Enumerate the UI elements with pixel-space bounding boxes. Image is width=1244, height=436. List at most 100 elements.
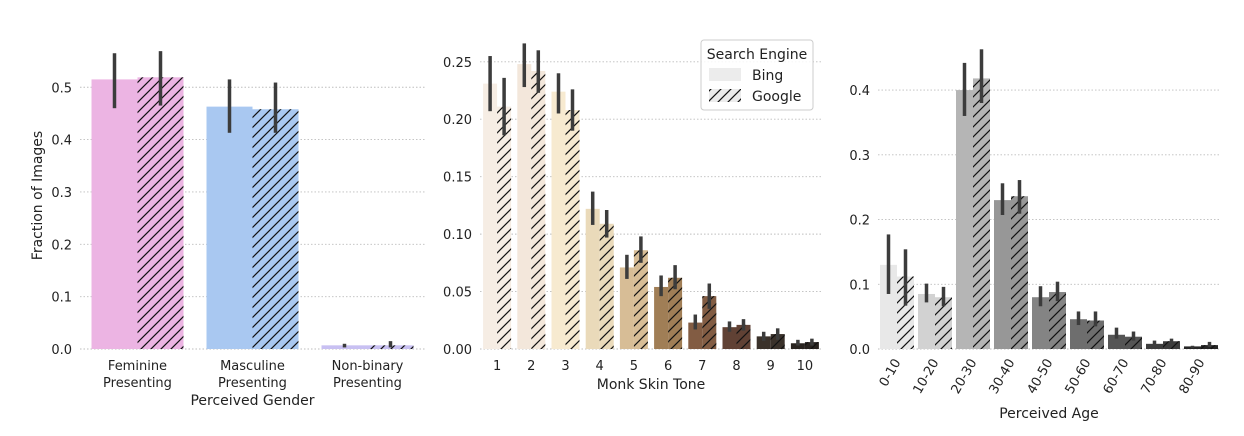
legend-label-google: Google [752, 89, 801, 105]
x-tick-label: Feminine Presenting [103, 359, 172, 391]
bar-hatch [599, 223, 614, 349]
x-tick-line: Non-binary [332, 359, 404, 374]
x-tick-label: 10-20 [911, 357, 943, 397]
bar-bing [790, 343, 805, 349]
x-tick-label: 6 [664, 359, 672, 374]
bar-bing [91, 79, 138, 350]
bar-bing [483, 83, 498, 349]
y-tick-label: 0.0 [51, 343, 72, 358]
x-tick-label: Non-binary Presenting [332, 359, 404, 391]
x-tick-line: 6 [664, 359, 672, 374]
legend-swatch-bing [709, 68, 741, 81]
x-tick-label: 40-50 [1025, 357, 1057, 397]
bar-hatch [565, 110, 580, 349]
x-tick-line: 4 [596, 359, 604, 374]
x-tick-label: 4 [596, 359, 604, 374]
x-tick-label: 10 [797, 359, 814, 374]
y-tick-label: 0.05 [443, 286, 472, 301]
bar-bing [206, 106, 253, 349]
bar-bing [918, 293, 935, 349]
bar-hatch [770, 334, 785, 349]
x-tick-line: 8 [732, 359, 740, 374]
x-tick-label: 60-70 [1101, 357, 1133, 397]
y-tick-label: 0.5 [51, 81, 72, 96]
legend: Search Engine Bing Google [700, 39, 814, 111]
age-chart: 0.0 0.1 0.2 0.3 0.4 0-10 10-20 20-30 30-40 40-50 5… [849, 49, 1220, 422]
y-tick-label: 0.2 [849, 214, 870, 229]
x-tick-label: 8 [732, 359, 740, 374]
skin-tone-chart: 0.00 0.05 0.10 0.15 0.20 0.25 1 2 3 4 5 6 7 8 9 10 Monk … [443, 39, 822, 393]
x-tick-line: 1 [493, 359, 501, 374]
x-tick-label: 5 [630, 359, 638, 374]
bar-hatch [1125, 336, 1142, 349]
x-tick-label: 0-10 [877, 357, 905, 390]
x-tick-line: 2 [527, 359, 535, 374]
y-tick-label: 0.0 [849, 343, 870, 358]
x-tick-label: 9 [767, 359, 775, 374]
bar-bing [994, 200, 1011, 349]
bar-hatch [973, 78, 990, 350]
legend-swatch-hatch [709, 89, 741, 102]
x-tick-label: 1 [493, 359, 501, 374]
bar-bing [688, 322, 703, 349]
bar-hatch [668, 277, 683, 349]
bar-hatch [736, 324, 751, 349]
bar-bing [517, 64, 532, 349]
x-tick-label: 50-60 [1063, 357, 1095, 397]
bar-bing [585, 208, 600, 349]
bar-hatch [497, 106, 512, 349]
y-tick-label: 0.20 [443, 113, 472, 128]
x-axis-label: Perceived Gender [190, 393, 314, 409]
y-tick-label: 0.4 [51, 134, 72, 149]
bar-bing [880, 264, 897, 349]
x-tick-label: 70-80 [1139, 357, 1171, 397]
y-tick-label: 0.3 [849, 149, 870, 164]
x-tick-line: Presenting [218, 376, 287, 391]
x-tick-label: 3 [561, 359, 569, 374]
bar-bing [551, 91, 566, 349]
bar-hatch [252, 109, 299, 350]
x-tick-line: 9 [767, 359, 775, 374]
bar-hatch [702, 296, 717, 349]
x-axis-label: Monk Skin Tone [597, 377, 706, 393]
y-axis-label: Fraction of Images [30, 131, 46, 260]
bar-bing [1032, 297, 1049, 349]
x-tick-label: Masculine Presenting [218, 359, 287, 391]
bar-hatch [1087, 320, 1104, 349]
y-tick-label: 0.4 [849, 84, 870, 99]
bar-hatch [137, 77, 184, 349]
x-tick-line: 10 [797, 359, 814, 374]
x-tick-label: 2 [527, 359, 535, 374]
x-tick-label: 7 [698, 359, 706, 374]
bar-hatch [531, 70, 546, 349]
bar-bing [956, 90, 973, 350]
x-tick-line: 7 [698, 359, 706, 374]
bar-bing [1070, 319, 1087, 349]
y-tick-label: 0.15 [443, 171, 472, 186]
bar-bing [756, 336, 771, 349]
legend-title: Search Engine [707, 47, 808, 63]
y-tick-label: 0.1 [51, 291, 72, 306]
y-tick-label: 0.10 [443, 228, 472, 243]
y-tick-label: 0.00 [443, 343, 472, 358]
bar-bing [1108, 334, 1125, 349]
bar-hatch [633, 250, 648, 349]
x-tick-line: Masculine [220, 359, 285, 374]
bar-bing [1146, 343, 1163, 349]
y-tick-label: 0.1 [849, 278, 870, 293]
x-tick-line: Presenting [103, 376, 172, 391]
x-tick-label: 20-30 [949, 357, 981, 397]
bar-hatch [1011, 196, 1028, 349]
bar-bing [722, 327, 737, 349]
x-tick-line: 5 [630, 359, 638, 374]
bar-hatch [897, 276, 914, 349]
x-tick-line: Presenting [333, 376, 402, 391]
bar-hatch [1049, 292, 1066, 349]
bar-bing [654, 286, 669, 349]
x-tick-label: 80-90 [1177, 357, 1209, 397]
y-tick-label: 0.2 [51, 238, 72, 253]
x-tick-line: Feminine [108, 359, 167, 374]
bar-bing [619, 267, 634, 349]
